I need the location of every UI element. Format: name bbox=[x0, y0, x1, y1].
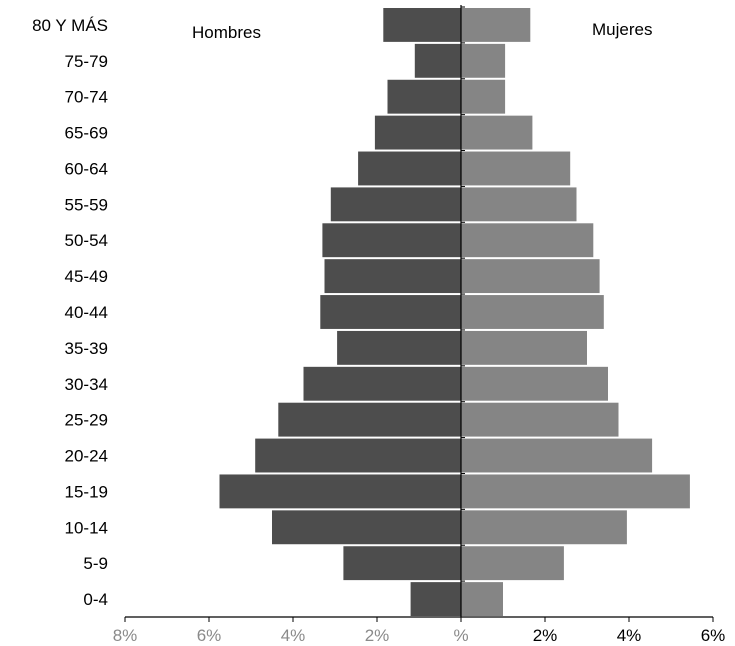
x-tick-label: % bbox=[453, 626, 468, 645]
bar-mujeres-30-34 bbox=[461, 366, 608, 401]
x-tick-label: 2% bbox=[365, 626, 390, 645]
bar-hombres-25-29 bbox=[278, 402, 461, 437]
category-label: 15-19 bbox=[65, 482, 108, 501]
bar-hombres-75-79 bbox=[414, 43, 461, 78]
bar-mujeres-40-44 bbox=[461, 295, 604, 329]
category-label: 30-34 bbox=[65, 375, 108, 394]
x-tick-label: 4% bbox=[617, 626, 642, 645]
bar-mujeres-10-14 bbox=[461, 510, 627, 545]
bar-hombres-50-54 bbox=[322, 223, 461, 258]
x-tick-label: 2% bbox=[533, 626, 558, 645]
category-label: 20-24 bbox=[65, 447, 108, 466]
bar-mujeres-5-9 bbox=[461, 546, 564, 581]
bar-hombres-35-39 bbox=[337, 330, 461, 365]
bar-mujeres-70-74 bbox=[461, 79, 506, 114]
category-label: 35-39 bbox=[65, 339, 108, 358]
bar-hombres-15-19 bbox=[219, 474, 461, 509]
bar-mujeres-15-19 bbox=[461, 474, 690, 509]
x-tick-label: 6% bbox=[701, 626, 726, 645]
bar-mujeres-35-39 bbox=[461, 330, 587, 365]
bars-group bbox=[219, 8, 690, 616]
category-label: 60-64 bbox=[65, 159, 108, 178]
bar-hombres-20-24 bbox=[255, 438, 461, 473]
bar-mujeres-20-24 bbox=[461, 438, 653, 473]
bar-mujeres-80-y-más bbox=[461, 8, 531, 42]
category-label: 25-29 bbox=[65, 411, 108, 430]
bar-hombres-80-y-más bbox=[383, 8, 461, 42]
category-label: 50-54 bbox=[65, 231, 108, 250]
labels-group: 0-4 5-9 10-14 15-19 20-24 25-29 30-34 35-39 40-4… bbox=[32, 16, 725, 645]
bar-hombres-10-14 bbox=[272, 510, 461, 545]
category-label: 0-4 bbox=[83, 590, 108, 609]
bar-mujeres-50-54 bbox=[461, 223, 594, 258]
bar-mujeres-65-69 bbox=[461, 115, 533, 150]
category-label: 65-69 bbox=[65, 124, 108, 143]
x-tick-label: 6% bbox=[197, 626, 222, 645]
bar-hombres-55-59 bbox=[330, 187, 461, 222]
bar-mujeres-60-64 bbox=[461, 151, 571, 186]
x-tick-label: 4% bbox=[281, 626, 306, 645]
bar-hombres-65-69 bbox=[374, 115, 461, 150]
axes-group bbox=[124, 5, 714, 622]
bar-hombres-30-34 bbox=[303, 366, 461, 401]
bar-hombres-5-9 bbox=[343, 546, 461, 581]
category-label: 40-44 bbox=[65, 303, 108, 322]
bar-hombres-70-74 bbox=[387, 79, 461, 114]
category-label: 70-74 bbox=[65, 88, 108, 107]
bar-mujeres-0-4 bbox=[461, 582, 503, 616]
bar-mujeres-75-79 bbox=[461, 43, 506, 78]
bar-mujeres-55-59 bbox=[461, 187, 577, 222]
bar-hombres-0-4 bbox=[410, 582, 461, 616]
series-label-hombres: Hombres bbox=[192, 23, 261, 42]
category-label: 10-14 bbox=[65, 518, 108, 537]
bar-hombres-40-44 bbox=[320, 295, 461, 329]
bar-mujeres-45-49 bbox=[461, 259, 600, 294]
bar-mujeres-25-29 bbox=[461, 402, 619, 437]
category-label: 55-59 bbox=[65, 195, 108, 214]
category-label: 80 Y MÁS bbox=[32, 16, 108, 35]
category-label: 5-9 bbox=[83, 554, 108, 573]
series-label-mujeres: Mujeres bbox=[592, 20, 652, 39]
category-label: 75-79 bbox=[65, 52, 108, 71]
bar-hombres-45-49 bbox=[324, 259, 461, 294]
bar-hombres-60-64 bbox=[358, 151, 461, 186]
category-label: 45-49 bbox=[65, 267, 108, 286]
x-tick-label: 8% bbox=[113, 626, 138, 645]
